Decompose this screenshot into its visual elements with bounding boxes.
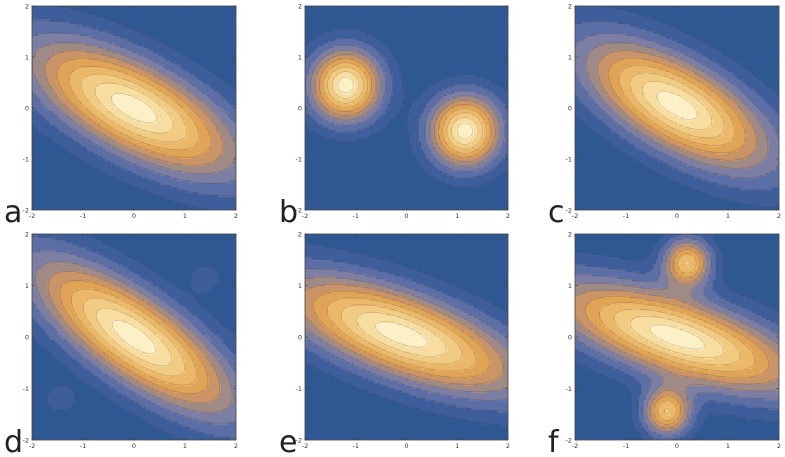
y-tick-label: -2 (23, 436, 29, 444)
x-tick-label: 2 (506, 442, 510, 450)
panel-d: -2 -1 0 1 2 -2 -1 0 1 2 d (4, 230, 238, 457)
y-tick-label: 2 (298, 230, 302, 238)
panel-label: d (4, 425, 23, 457)
y-tick-label: 0 (25, 333, 29, 341)
x-tick-label: 1 (183, 442, 187, 450)
x-tick-label: -1 (80, 212, 86, 220)
y-tick-label: -1 (23, 385, 29, 393)
y-tick-label: -1 (23, 155, 29, 163)
y-tick-label: 0 (568, 333, 572, 341)
y-tick-label: -1 (566, 385, 572, 393)
y-tick-label: 1 (568, 282, 572, 290)
y-tick-label: 2 (25, 2, 29, 10)
x-tick-label: 1 (455, 212, 459, 220)
panel-a: -2 -1 0 1 2 -2 -1 0 1 2 a (4, 2, 238, 230)
x-tick-label: 2 (506, 212, 510, 220)
x-tick-label: 2 (234, 442, 238, 450)
x-tick-label: -2 (29, 442, 35, 450)
y-tick-label: -2 (23, 206, 29, 214)
x-tick-label: -1 (623, 442, 629, 450)
x-tick-label: 0 (404, 442, 408, 450)
x-tick-label: -2 (29, 212, 35, 220)
x-tick-label: 0 (132, 212, 136, 220)
x-tick-label: 1 (726, 212, 730, 220)
y-tick-label: -1 (296, 155, 302, 163)
y-tick-label: 1 (298, 53, 302, 61)
panel-f: -2 -1 0 1 2 -2 -1 0 1 2 f (548, 230, 781, 457)
y-tick-label: 0 (298, 104, 302, 112)
panel-label: a (4, 195, 22, 230)
panel-label: b (279, 195, 298, 230)
y-tick-label: -1 (566, 155, 572, 163)
x-tick-label: -1 (80, 442, 86, 450)
y-tick-label: 0 (568, 104, 572, 112)
y-tick-label: 2 (568, 2, 572, 10)
y-tick-label: 1 (568, 53, 572, 61)
x-tick-label: -2 (302, 212, 308, 220)
panel-label: f (548, 425, 560, 457)
y-tick-label: 1 (25, 53, 29, 61)
y-tick-label: 1 (25, 282, 29, 290)
x-tick-label: 0 (675, 212, 679, 220)
y-tick-label: 1 (298, 282, 302, 290)
x-tick-label: 2 (234, 212, 238, 220)
y-tick-label: 0 (25, 104, 29, 112)
x-tick-label: 1 (726, 442, 730, 450)
x-tick-label: 2 (777, 442, 781, 450)
panel-c: -2 -1 0 1 2 -2 -1 0 1 2 c (548, 2, 781, 230)
x-tick-label: -2 (572, 442, 578, 450)
x-tick-label: 0 (132, 442, 136, 450)
x-tick-label: 0 (675, 442, 679, 450)
x-tick-label: 1 (183, 212, 187, 220)
y-tick-label: 2 (568, 230, 572, 238)
y-tick-label: -2 (566, 206, 572, 214)
x-tick-label: -1 (353, 442, 359, 450)
x-tick-label: 0 (404, 212, 408, 220)
x-tick-label: 2 (777, 212, 781, 220)
y-tick-label: 2 (25, 230, 29, 238)
x-tick-label: -1 (353, 212, 359, 220)
y-tick-label: -1 (296, 385, 302, 393)
x-tick-label: -2 (572, 212, 578, 220)
x-tick-label: -2 (302, 442, 308, 450)
x-tick-label: 1 (455, 442, 459, 450)
panel-label: e (279, 425, 297, 457)
panel-label: c (548, 195, 565, 230)
x-tick-label: -1 (623, 212, 629, 220)
y-tick-label: 2 (298, 2, 302, 10)
y-tick-label: -2 (566, 436, 572, 444)
y-tick-label: 0 (298, 333, 302, 341)
